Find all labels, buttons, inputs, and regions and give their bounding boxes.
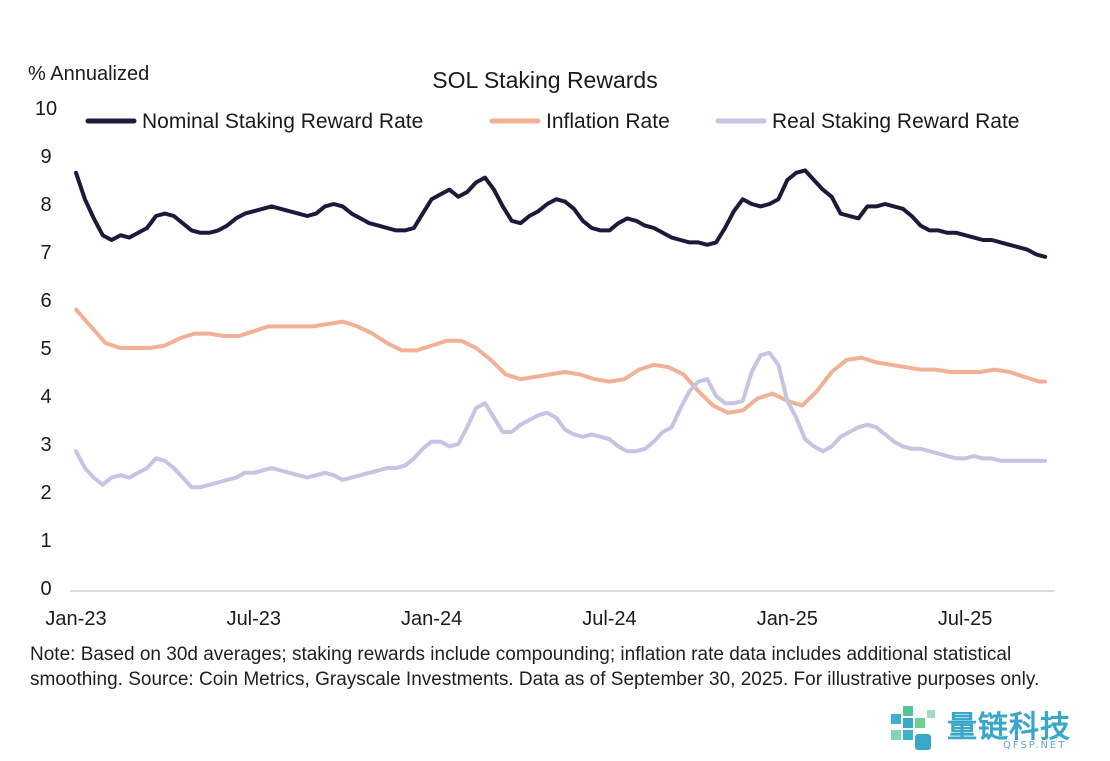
x-tick-label: Jan-24	[401, 608, 462, 630]
y-tick-label: 9	[40, 146, 51, 168]
legend-label: Nominal Staking Reward Rate	[142, 110, 423, 133]
y-tick-label: 0	[40, 578, 51, 600]
chart: SOL Staking Rewards % Annualized Nominal…	[28, 63, 1054, 630]
y-tick-label: 3	[40, 434, 51, 456]
x-tick-label: Jan-23	[45, 608, 106, 630]
watermark: 量链科技 QFSP.NET	[885, 700, 1105, 756]
y-tick-label: 5	[40, 338, 51, 360]
legend-label: Inflation Rate	[546, 110, 670, 133]
y-axis-ticks: 0 1 2 3 4 5 6 7 8 9 10	[35, 98, 57, 600]
series-lines	[74, 168, 1048, 490]
watermark-logo-icon	[891, 706, 935, 750]
chart-title: SOL Staking Rewards	[432, 67, 657, 93]
y-tick-label: 1	[40, 530, 51, 552]
x-axis-ticks: Jan-23 Jul-23 Jan-24 Jul-24 Jan-25 Jul-25	[45, 608, 992, 630]
y-tick-label: 2	[40, 482, 51, 504]
series-line-real-staking-reward-rate	[74, 350, 1048, 490]
y-tick-label: 8	[40, 194, 51, 216]
x-tick-label: Jul-23	[227, 608, 281, 630]
y-tick-label: 7	[40, 242, 51, 264]
y-tick-label: 6	[40, 290, 51, 312]
series-line-inflation-rate	[74, 307, 1048, 415]
y-tick-label: 4	[40, 386, 51, 408]
y-tick-label: 10	[35, 98, 57, 120]
y-axis-label: % Annualized	[28, 63, 149, 85]
legend-label: Real Staking Reward Rate	[772, 110, 1019, 133]
watermark-subtext: QFSP.NET	[1003, 740, 1067, 751]
footnote: Note: Based on 30d averages; staking rew…	[30, 644, 1040, 690]
legend: Nominal Staking Reward Rate Inflation Rat…	[85, 110, 1019, 133]
x-tick-label: Jul-25	[938, 608, 992, 630]
watermark-text: 量链科技	[947, 710, 1071, 745]
x-tick-label: Jan-25	[757, 608, 818, 630]
x-tick-label: Jul-24	[582, 608, 636, 630]
series-line-nominal-staking-reward-rate	[74, 168, 1048, 259]
